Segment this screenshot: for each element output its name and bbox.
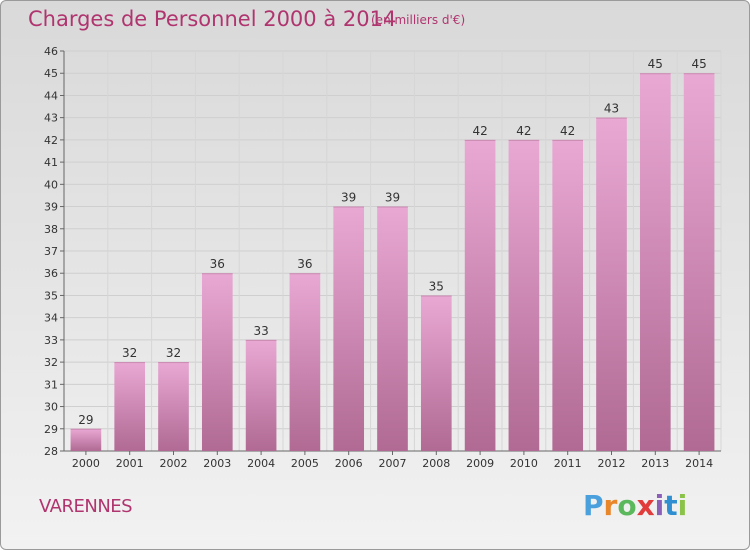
logo-letter: t (664, 489, 678, 522)
x-tick-label: 2014 (685, 457, 713, 470)
data-label: 42 (472, 124, 487, 138)
y-tick-label: 39 (44, 201, 58, 214)
logo-letter: o (617, 489, 637, 522)
data-label: 39 (385, 191, 400, 205)
x-tick-label: 2010 (510, 457, 538, 470)
bar (596, 117, 627, 452)
data-label: 45 (691, 57, 706, 71)
bar (552, 139, 584, 451)
x-tick-label: 2009 (466, 457, 494, 470)
bar (245, 339, 277, 451)
y-tick-label: 37 (44, 245, 58, 258)
data-label: 36 (210, 257, 225, 271)
x-tick-label: 2001 (116, 457, 144, 470)
data-label: 35 (429, 279, 444, 293)
bar (420, 295, 452, 451)
data-label: 36 (297, 257, 312, 271)
data-label: 39 (341, 191, 356, 205)
x-tick-label: 2003 (203, 457, 231, 470)
x-tick-label: 2005 (291, 457, 319, 470)
bar (114, 362, 146, 451)
x-tick-label: 2002 (160, 457, 188, 470)
y-tick-label: 34 (44, 312, 58, 325)
bar (333, 206, 365, 451)
logo-letter: x (636, 489, 655, 522)
data-label: 33 (253, 324, 268, 338)
y-tick-label: 40 (44, 178, 58, 191)
bar (683, 73, 715, 451)
logo-letter: i (654, 489, 665, 522)
y-tick-label: 45 (44, 67, 58, 80)
city-name: VARENNES (39, 496, 133, 517)
x-tick-label: 2012 (598, 457, 626, 470)
chart-unit: (en milliers d'€) (371, 13, 466, 27)
labels: 28 29 30 31 32 33 34 35 36 37 38 39 40 41 42 43 44 45 46 29… (44, 45, 713, 470)
logo-letter: P (583, 489, 604, 522)
x-tick-label: 2013 (641, 457, 669, 470)
x-tick-label: 2004 (247, 457, 275, 470)
data-label: 32 (122, 346, 137, 360)
bar (70, 428, 102, 451)
y-tick-label: 41 (44, 156, 58, 169)
proxiti-logo: Proxiti (583, 489, 687, 522)
y-tick-label: 36 (44, 267, 58, 280)
y-tick-label: 42 (44, 134, 58, 147)
bars (70, 73, 715, 452)
y-tick-label: 28 (44, 445, 58, 458)
data-label: 42 (516, 124, 531, 138)
y-tick-label: 29 (44, 423, 58, 436)
x-tick-label: 2007 (379, 457, 407, 470)
y-tick-label: 43 (44, 112, 58, 125)
y-tick-label: 35 (44, 289, 58, 302)
data-label: 32 (166, 346, 181, 360)
data-label: 43 (604, 102, 619, 116)
x-tick-label: 2006 (335, 457, 363, 470)
y-tick-label: 30 (44, 401, 58, 414)
bar (377, 206, 408, 451)
bar (158, 362, 189, 451)
y-tick-label: 33 (44, 334, 58, 347)
logo-letter: i (677, 489, 688, 522)
y-tick-label: 32 (44, 356, 58, 369)
data-label: 29 (78, 413, 93, 427)
data-label: 45 (648, 57, 663, 71)
bar (464, 139, 496, 451)
bar (201, 273, 233, 451)
bar (639, 73, 671, 451)
chart-title: Charges de Personnel 2000 à 2014 (28, 7, 397, 31)
data-label: 42 (560, 124, 575, 138)
y-tick-label: 38 (44, 223, 58, 236)
x-tick-label: 2000 (72, 457, 100, 470)
logo-letter: r (603, 489, 618, 522)
y-tick-label: 31 (44, 378, 58, 391)
y-tick-label: 46 (44, 45, 58, 58)
bar (508, 139, 540, 451)
y-tick-label: 44 (44, 89, 58, 102)
x-tick-label: 2011 (554, 457, 582, 470)
bar (289, 273, 321, 451)
x-tick-label: 2008 (422, 457, 450, 470)
